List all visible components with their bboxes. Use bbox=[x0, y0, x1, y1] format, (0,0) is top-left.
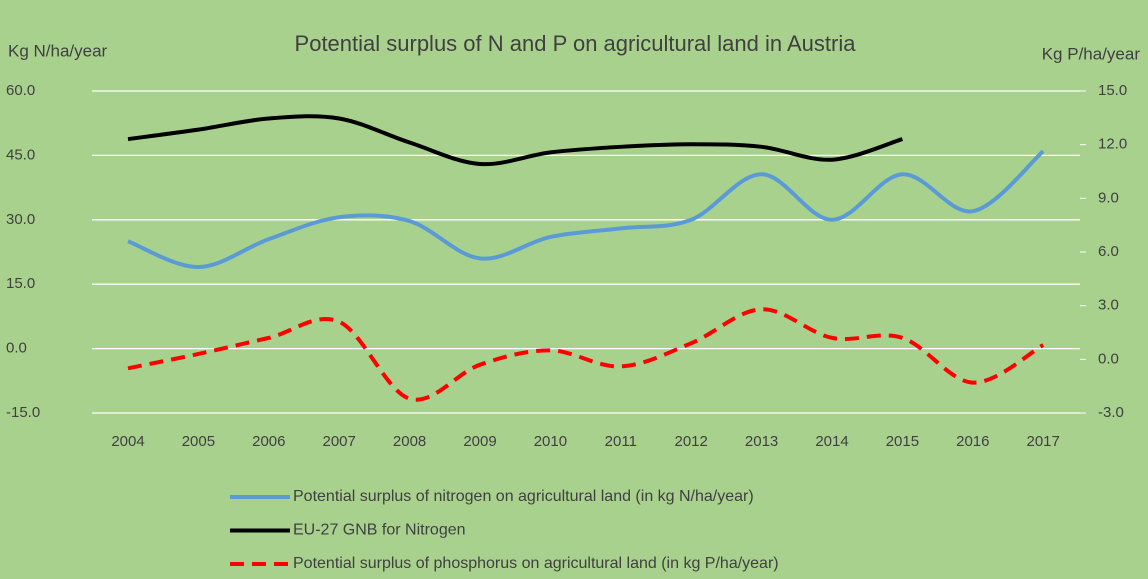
x-tick-label: 2013 bbox=[745, 433, 778, 450]
x-tick-label: 2008 bbox=[393, 433, 426, 450]
legend-label: EU-27 GNB for Nitrogen bbox=[293, 522, 466, 539]
series-line bbox=[127, 149, 1045, 270]
y2-tick-label: 0.0 bbox=[1098, 350, 1119, 367]
x-tick-label: 2011 bbox=[605, 433, 637, 450]
y-tick-label: 45.0 bbox=[6, 146, 35, 163]
y-tick-label: 30.0 bbox=[6, 211, 35, 228]
y-tick-label: 0.0 bbox=[6, 340, 27, 357]
y-tick-label: 60.0 bbox=[6, 82, 35, 99]
y2-tick-label: 15.0 bbox=[1098, 82, 1127, 99]
y2-tick-label: 12.0 bbox=[1098, 136, 1127, 153]
y2-tick-label: 6.0 bbox=[1098, 243, 1119, 260]
x-tick-label: 2016 bbox=[956, 433, 989, 450]
y-tick-label: 15.0 bbox=[6, 275, 35, 292]
series-line bbox=[127, 114, 903, 167]
y2-axis-title: Kg P/ha/year bbox=[1042, 44, 1141, 63]
chart-title: Potential surplus of N and P on agricult… bbox=[295, 31, 857, 56]
legend-label: Potential surplus of nitrogen on agricul… bbox=[293, 488, 754, 505]
x-tick-label: 2009 bbox=[463, 433, 496, 450]
y-tick-label: -15.0 bbox=[6, 404, 40, 421]
legend-label: Potential surplus of phosphorus on agric… bbox=[293, 555, 779, 572]
x-tick-label: 2015 bbox=[886, 433, 919, 450]
y2-tick-label: 9.0 bbox=[1098, 189, 1119, 206]
x-tick-label: 2012 bbox=[675, 433, 708, 450]
y2-tick-label: -3.0 bbox=[1098, 404, 1124, 421]
y2-tick-label: 3.0 bbox=[1098, 297, 1119, 314]
x-tick-label: 2004 bbox=[111, 433, 144, 450]
series-line bbox=[127, 307, 1045, 402]
x-tick-label: 2014 bbox=[815, 433, 848, 450]
x-tick-label: 2010 bbox=[534, 433, 567, 450]
x-tick-label: 2006 bbox=[252, 433, 285, 450]
x-tick-label: 2017 bbox=[1027, 433, 1060, 450]
x-tick-label: 2007 bbox=[323, 433, 356, 450]
y-axis-title: Kg N/ha/year bbox=[8, 41, 108, 60]
x-tick-label: 2005 bbox=[182, 433, 215, 450]
